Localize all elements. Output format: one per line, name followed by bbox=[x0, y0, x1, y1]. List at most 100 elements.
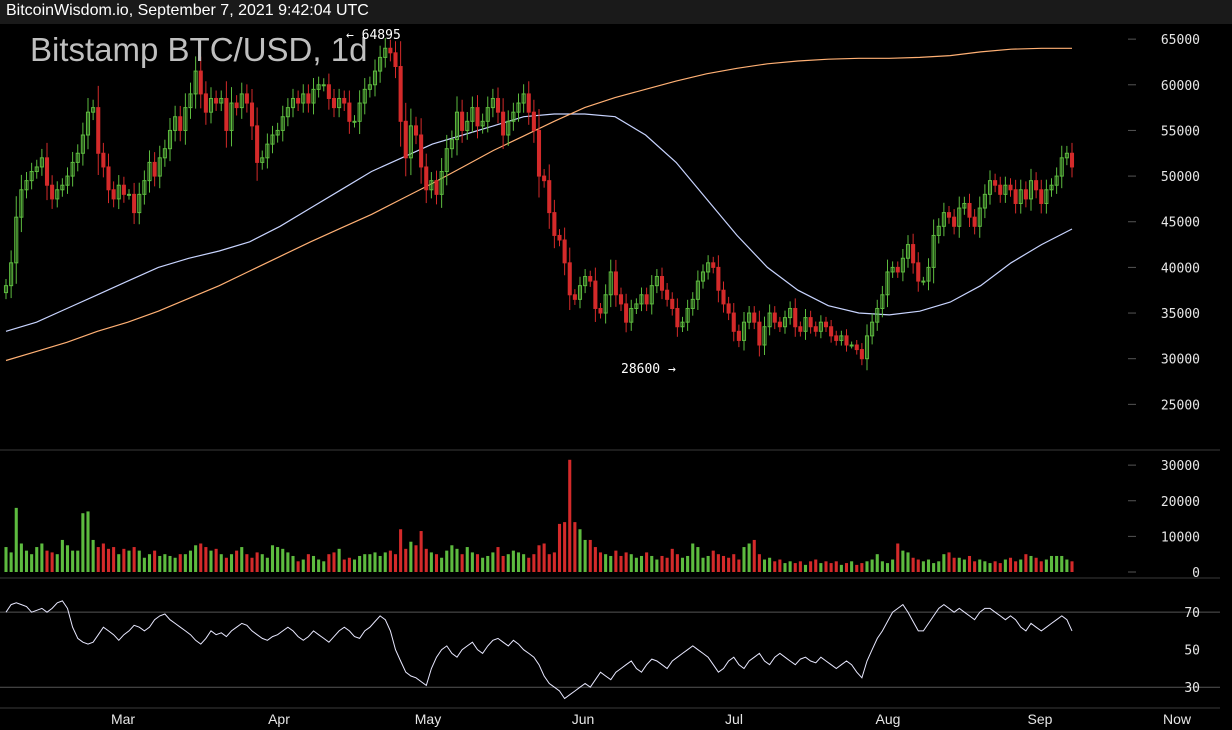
price-tick-label: 60000 bbox=[1161, 79, 1200, 94]
candle-body bbox=[854, 344, 859, 351]
candle-body bbox=[905, 244, 911, 259]
candle-body bbox=[803, 317, 808, 332]
volume-bar bbox=[1008, 557, 1013, 572]
candle-body bbox=[80, 134, 85, 154]
volume-bar bbox=[194, 545, 198, 572]
volume-bar bbox=[393, 554, 398, 572]
candle-body bbox=[567, 262, 572, 296]
candle-body bbox=[936, 225, 941, 236]
volume-bar bbox=[721, 555, 726, 572]
candle-body bbox=[890, 266, 895, 273]
candle-body bbox=[460, 111, 465, 131]
volume-bar bbox=[455, 548, 459, 572]
candle-body bbox=[916, 262, 921, 282]
candle-body bbox=[424, 166, 429, 191]
axis-labels: 25000 30000 35000 40000 45000 50000 55000 60000… bbox=[111, 33, 1200, 727]
volume-bar bbox=[639, 555, 644, 572]
volume-bar bbox=[819, 563, 823, 572]
rsi-tick-label: 70 bbox=[1184, 606, 1200, 621]
volume-bar bbox=[803, 564, 808, 572]
candle-body bbox=[562, 239, 567, 264]
volume-bar bbox=[265, 557, 269, 572]
candle-body bbox=[793, 307, 798, 328]
candle-body bbox=[895, 266, 900, 273]
candle-body bbox=[34, 166, 39, 173]
volume-bar bbox=[1044, 559, 1048, 572]
volume-bar bbox=[1065, 559, 1069, 572]
candle-body bbox=[977, 207, 982, 227]
candle-body bbox=[55, 189, 60, 200]
candle-body bbox=[480, 120, 485, 127]
volume-bar bbox=[465, 547, 469, 572]
volume-bar bbox=[952, 557, 956, 572]
candle-body bbox=[403, 120, 408, 159]
candle-body bbox=[757, 321, 762, 346]
candle-body bbox=[900, 257, 905, 273]
candle-body bbox=[290, 97, 296, 109]
volume-bar bbox=[557, 523, 562, 572]
volume-bar bbox=[358, 555, 362, 572]
candle-body bbox=[547, 180, 552, 214]
volume-bar bbox=[127, 550, 131, 572]
volume-bar bbox=[14, 507, 18, 572]
volume-bar bbox=[783, 563, 787, 572]
volume-bar bbox=[173, 557, 177, 572]
volume-bar bbox=[91, 539, 95, 572]
candle-body bbox=[993, 180, 998, 186]
candle-body bbox=[577, 285, 583, 300]
candle-body bbox=[495, 97, 501, 113]
candle-body bbox=[875, 307, 880, 323]
volume-bar bbox=[96, 547, 100, 572]
candle-body bbox=[788, 307, 793, 319]
candle-body bbox=[337, 97, 342, 109]
volume-bar bbox=[301, 559, 305, 572]
volume-bar bbox=[598, 552, 603, 572]
candle-body bbox=[926, 266, 931, 282]
volume-bar bbox=[973, 561, 977, 572]
candle-body bbox=[152, 161, 157, 177]
volume-bar bbox=[880, 561, 884, 572]
volume-bar bbox=[865, 561, 869, 572]
candle-body bbox=[372, 70, 378, 86]
volume-bar bbox=[870, 559, 874, 572]
candle-body bbox=[849, 344, 854, 347]
volume-bar bbox=[60, 539, 64, 572]
candle-body bbox=[413, 125, 419, 136]
volume-bar bbox=[383, 552, 387, 572]
candle-body bbox=[880, 294, 885, 309]
chart-panel[interactable]: 25000 30000 35000 40000 45000 50000 55000 60000… bbox=[0, 24, 1220, 730]
candle-body bbox=[834, 335, 839, 341]
candle-body bbox=[9, 262, 14, 287]
candle-body bbox=[644, 294, 649, 305]
candle-body bbox=[603, 294, 608, 314]
candle-body bbox=[321, 84, 326, 87]
candle-body bbox=[301, 93, 306, 104]
moving-average-long-line bbox=[5, 47, 1072, 362]
candle-body bbox=[485, 107, 490, 122]
price-tick-label: 25000 bbox=[1161, 398, 1200, 413]
candle-body bbox=[675, 307, 680, 328]
volume-bar bbox=[486, 555, 490, 572]
candle-body bbox=[14, 216, 19, 264]
volume-bar bbox=[778, 559, 782, 572]
volume-bar bbox=[332, 552, 336, 572]
volume-bar bbox=[537, 545, 541, 572]
volume-bar bbox=[311, 555, 316, 572]
candle-body bbox=[296, 97, 301, 104]
candle-body bbox=[808, 317, 813, 328]
candle-body bbox=[285, 107, 290, 118]
candle-body bbox=[214, 97, 219, 104]
volume-bar bbox=[665, 557, 669, 572]
candle-body bbox=[265, 143, 270, 159]
candle-body bbox=[813, 326, 818, 332]
volume-bar bbox=[911, 557, 915, 572]
candlestick-chart[interactable]: 25000 30000 35000 40000 45000 50000 55000 60000… bbox=[0, 24, 1220, 730]
candle-body bbox=[444, 148, 449, 173]
volume-bar bbox=[112, 547, 116, 572]
volume-bar bbox=[967, 555, 972, 572]
volume-bar bbox=[814, 559, 818, 572]
candle-body bbox=[383, 47, 388, 58]
price-tick-label: 65000 bbox=[1161, 33, 1200, 48]
candle-body bbox=[685, 307, 690, 323]
candle-body bbox=[608, 271, 613, 296]
